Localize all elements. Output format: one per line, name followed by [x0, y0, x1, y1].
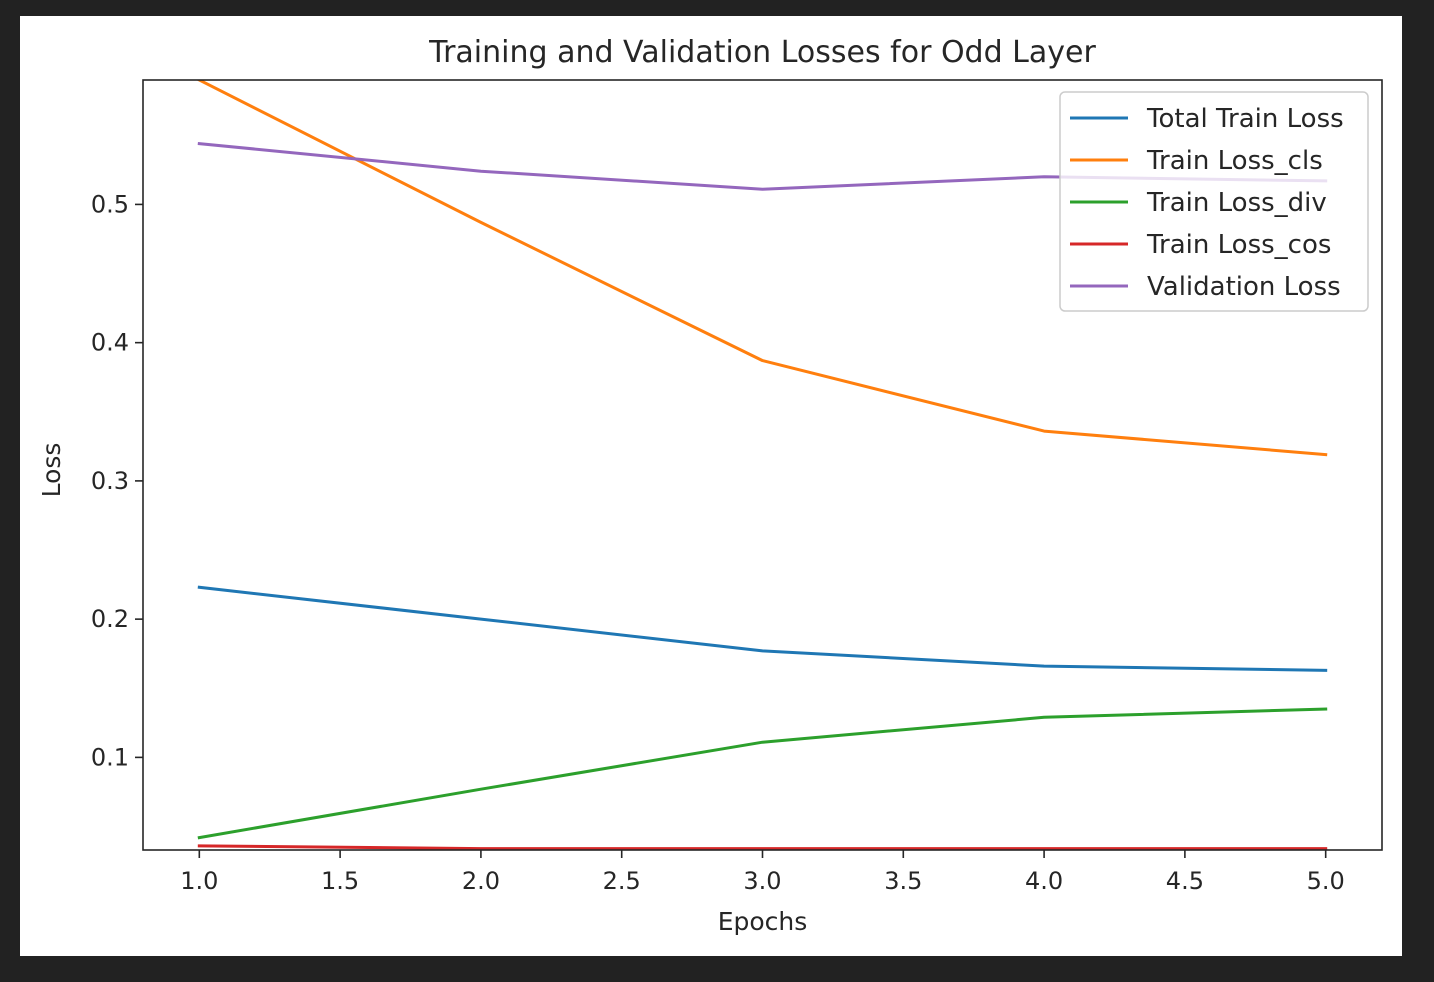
x-tick-label: 1.5	[321, 867, 359, 895]
x-tick-label: 4.0	[1025, 867, 1063, 895]
y-tick-label: 0.4	[91, 329, 129, 357]
chart-title: Training and Validation Losses for Odd L…	[428, 35, 1096, 70]
y-tick-label: 0.5	[91, 190, 129, 218]
legend-label-3: Train Loss_cos	[1146, 230, 1331, 260]
y-axis-label: Loss	[37, 443, 66, 498]
legend-label-0: Total Train Loss	[1146, 104, 1344, 134]
legend-label-2: Train Loss_div	[1146, 188, 1327, 218]
x-tick-label: 2.0	[462, 867, 500, 895]
y-tick-label: 0.2	[91, 605, 129, 633]
line-chart: Training and Validation Losses for Odd L…	[37, 35, 1383, 936]
series-line-2	[197, 707, 1328, 840]
series-line-3	[197, 844, 1328, 850]
y-tick-label: 0.1	[91, 743, 129, 771]
legend: Total Train Loss Train Loss_cls Train Loss…	[1059, 91, 1369, 312]
x-tick-label: 1.0	[180, 867, 218, 895]
series-line-1	[197, 80, 1328, 457]
y-axis-ticks: 0.1 0.2 0.3 0.4 0.5	[91, 190, 143, 771]
x-tick-label: 4.5	[1166, 867, 1204, 895]
y-tick-label: 0.3	[91, 467, 129, 495]
chart-figure: Training and Validation Losses for Odd L…	[20, 16, 1402, 956]
legend-box	[1059, 91, 1369, 312]
x-tick-label: 3.5	[884, 867, 922, 895]
series-layer	[197, 80, 1328, 850]
series-line-0	[197, 585, 1328, 672]
x-tick-label: 5.0	[1307, 867, 1345, 895]
legend-label-1: Train Loss_cls	[1146, 146, 1323, 176]
x-tick-label: 2.5	[603, 867, 641, 895]
x-axis-ticks: 1.0 1.5 2.0 2.5 3.0 3.5 4.0 4.5 5.0	[180, 850, 1345, 895]
legend-label-4: Validation Loss	[1147, 272, 1341, 302]
x-axis-label: Epochs	[718, 907, 808, 936]
x-tick-label: 3.0	[743, 867, 781, 895]
